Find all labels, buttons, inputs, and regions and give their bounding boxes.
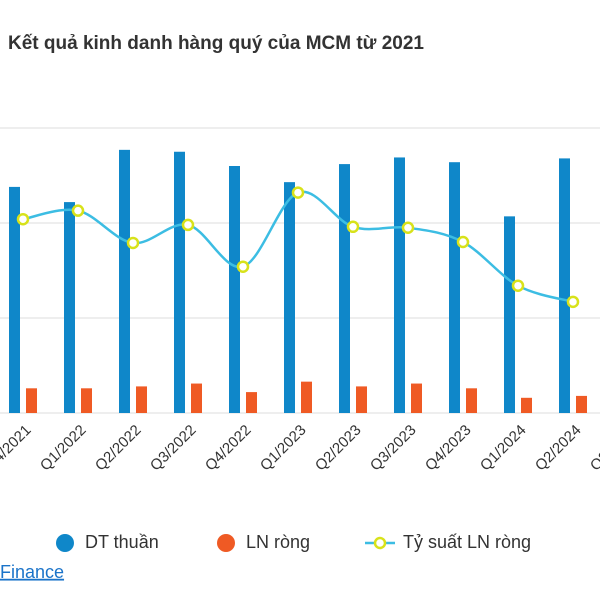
- legend-label: Tỷ suất LN ròng: [403, 532, 531, 552]
- bar: [174, 151, 185, 413]
- bar: [559, 158, 570, 413]
- x-tick-label: Q4/2021: [0, 422, 35, 475]
- line-point: [291, 186, 305, 199]
- line-point: [566, 295, 580, 309]
- x-tick-label: Q1/2022: [37, 422, 90, 475]
- bar: [394, 157, 405, 413]
- bar: [284, 182, 295, 413]
- x-tick-label: Q2/2024: [532, 422, 585, 475]
- bar: [81, 388, 92, 413]
- x-tick-label: Q1/2024: [477, 422, 530, 475]
- bar: [576, 395, 587, 413]
- x-tick-label: Q3/2023: [367, 422, 420, 475]
- bar: [521, 397, 532, 413]
- x-tick-label: Q2/2023: [312, 422, 365, 475]
- x-tick-label: Q2/2022: [92, 422, 145, 475]
- bar: [136, 386, 147, 413]
- bar: [26, 388, 37, 413]
- line-point: [181, 218, 195, 232]
- legend-swatch: [217, 534, 235, 552]
- bar: [301, 381, 312, 413]
- bar: [9, 186, 20, 413]
- bar: [411, 383, 422, 413]
- bar: [119, 149, 130, 413]
- x-tick-label: Q4/2023: [422, 422, 475, 475]
- line-point: [346, 220, 360, 234]
- bar: [356, 386, 367, 413]
- bar: [64, 202, 75, 413]
- line-point: [401, 221, 415, 234]
- chart-title: Kết quả kinh danh hàng quý của MCM từ 20…: [8, 33, 424, 54]
- line: [22, 190, 574, 304]
- bar: [229, 166, 240, 413]
- bar: [449, 162, 460, 413]
- legend-swatch: [373, 536, 387, 550]
- legend-label: DT thuần: [85, 532, 159, 552]
- line-point: [71, 204, 85, 217]
- bar: [504, 216, 515, 413]
- x-tick-label: Q1/2023: [257, 422, 310, 475]
- bar: [246, 392, 257, 413]
- line-point: [236, 260, 250, 273]
- line-point: [511, 279, 525, 292]
- x-tick-label: Q4/2022: [202, 422, 255, 475]
- source: Finance: [0, 562, 64, 582]
- line-point: [126, 236, 140, 250]
- x-tick-label: Q3/2024: [587, 422, 600, 475]
- legend-swatch: [56, 534, 74, 552]
- bar: [339, 164, 350, 413]
- legend-label: LN ròng: [246, 532, 310, 552]
- x-tick-label: Q3/2022: [147, 422, 200, 475]
- bar: [191, 383, 202, 413]
- bar: [466, 388, 477, 413]
- line-point: [16, 212, 30, 226]
- line-point: [456, 235, 470, 249]
